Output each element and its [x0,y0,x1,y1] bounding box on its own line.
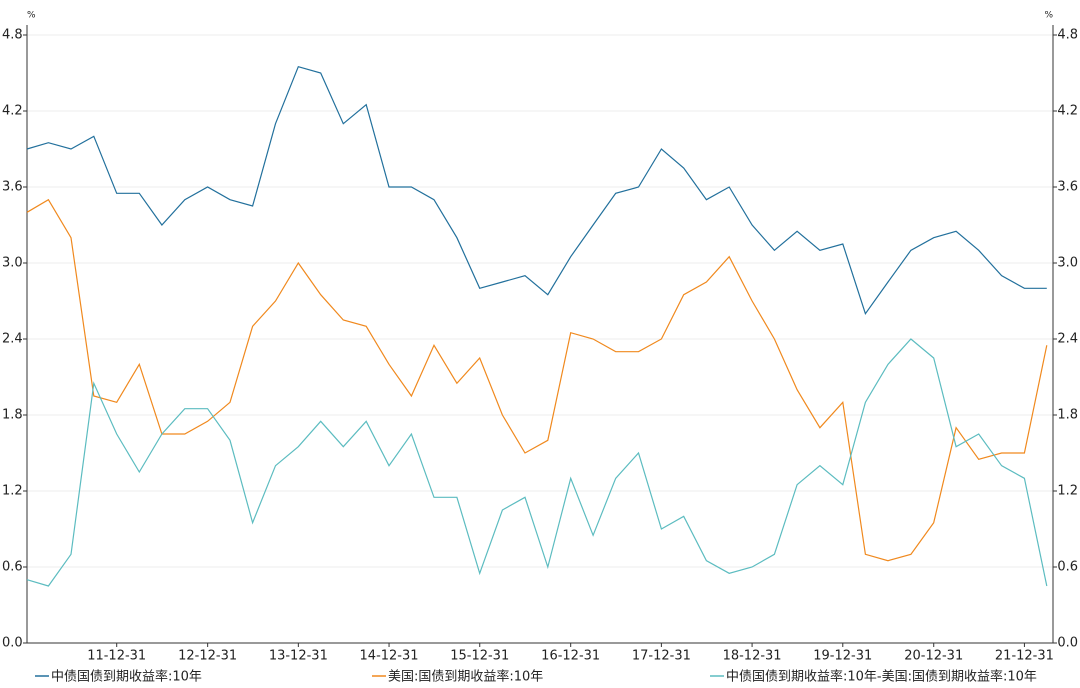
y-tick-label: 4.2 [2,104,23,119]
series-line [26,198,1048,562]
x-tick-label: 15-12-31 [450,649,509,664]
series-line [26,338,1048,587]
y-tick-label: 2.4 [2,332,23,347]
y-tick-label: 4.8 [2,28,23,43]
y2-tick-label: 3.6 [1057,180,1078,195]
y2-tick-label: 4.2 [1057,104,1078,119]
y-tick-label: 3.6 [2,180,23,195]
legend-label: 中债国债到期收益率:10年-美国:国债到期收益率:10年 [726,669,1037,685]
y-tick-label: 1.2 [2,484,23,499]
y-unit: % [27,11,36,21]
x-tick-label: 12-12-31 [178,649,237,664]
y2-tick-label: 2.4 [1057,332,1078,347]
x-tick-label: 13-12-31 [269,649,328,664]
y-tick-label: 3.0 [2,256,23,271]
y2-tick-label: 1.8 [1057,408,1078,423]
x-tick-label: 17-12-31 [632,649,691,664]
x-tick-label: 14-12-31 [360,649,419,664]
x-tick-label: 20-12-31 [904,649,963,664]
x-tick-label: 21-12-31 [995,649,1054,664]
legend-label: 中债国债到期收益率:10年 [51,669,202,685]
series-line [26,65,1047,316]
x-tick-label: 11-12-31 [87,649,146,664]
x-tick-label: 19-12-31 [813,649,872,664]
y-tick-label: 0.0 [2,636,23,651]
y-tick-label: 0.6 [2,560,23,575]
y2-tick-label: 1.2 [1057,484,1078,499]
x-tick-label: 16-12-31 [541,649,600,664]
legend-label: 美国:国债到期收益率:10年 [388,669,543,685]
y2-tick-label: 3.0 [1057,256,1078,271]
y2-unit: % [1044,11,1053,21]
x-tick-label: 18-12-31 [723,649,782,664]
y2-tick-label: 4.8 [1057,28,1078,43]
y2-tick-label: 0.6 [1057,560,1078,575]
y2-tick-label: 0.0 [1057,636,1078,651]
y-tick-label: 1.8 [2,408,23,423]
